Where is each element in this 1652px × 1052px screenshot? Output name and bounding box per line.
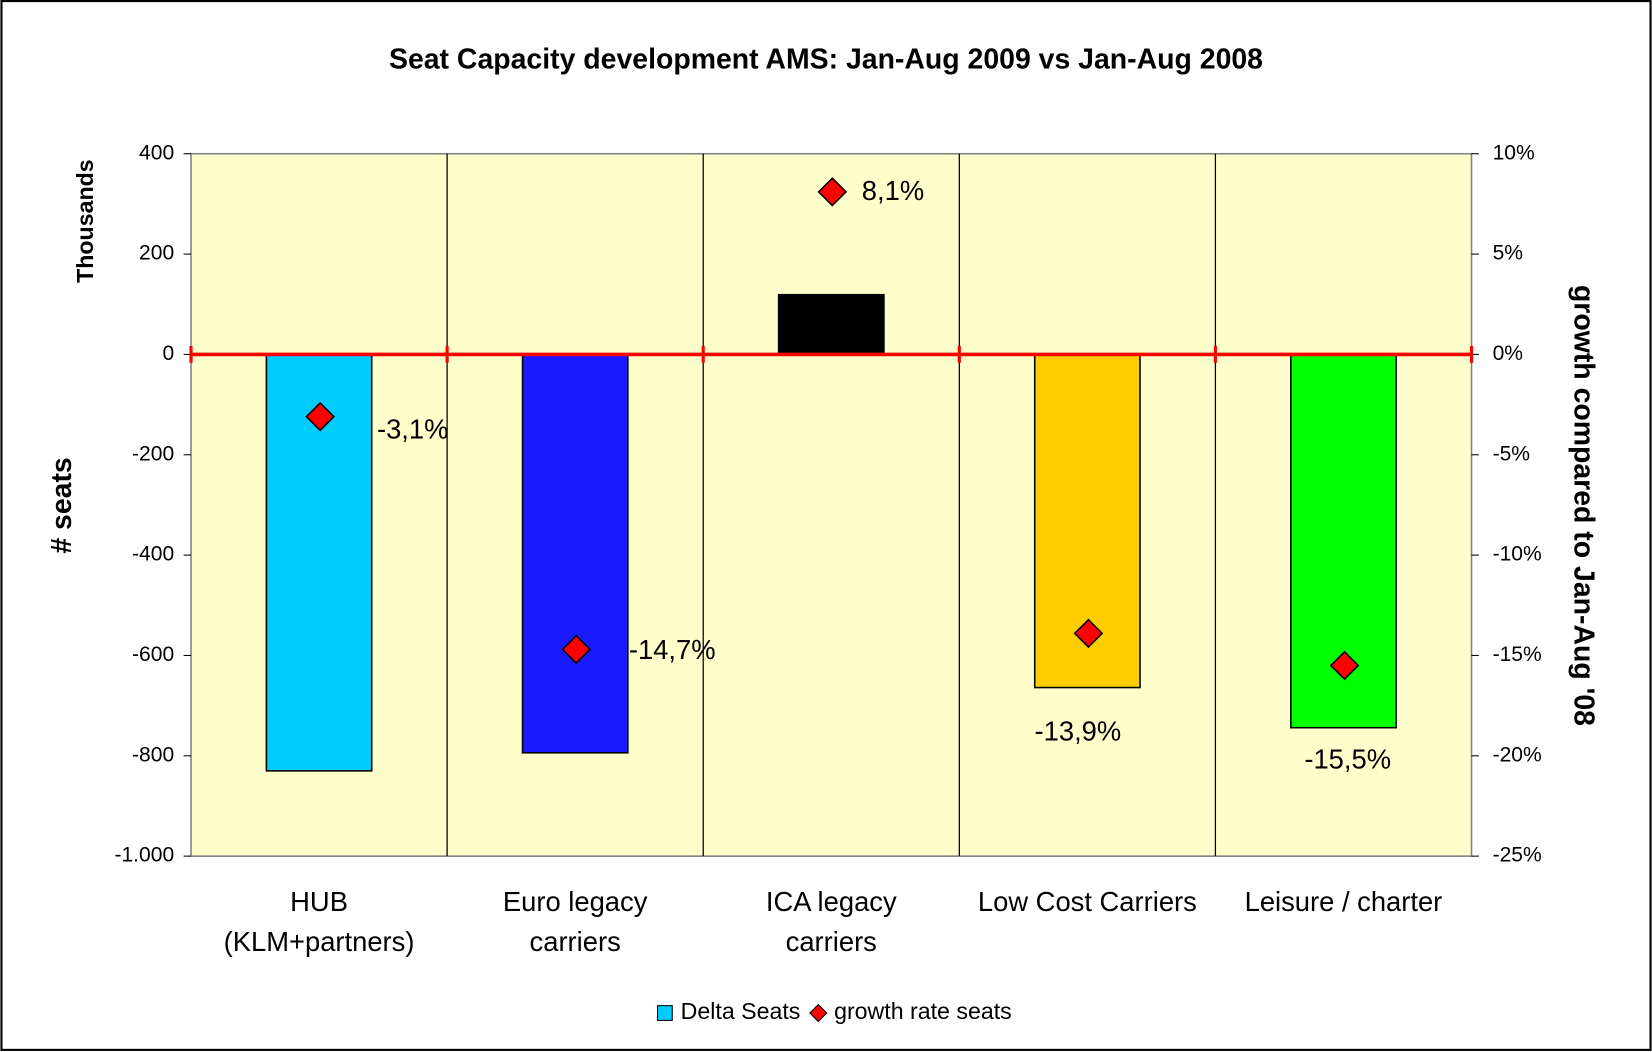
legend-label: growth rate seats [834, 998, 1012, 1024]
diamond-marker [1329, 650, 1360, 681]
x-tick-label: Low Cost Carriers [978, 886, 1197, 917]
x-tick-label: Leisure / charter [1245, 886, 1443, 917]
y2-tick-label: -25% [1493, 844, 1542, 867]
y2-tick-label: -15% [1493, 643, 1542, 666]
y2-tick-label: -20% [1493, 743, 1542, 766]
y-unit-label: Thousands [72, 159, 98, 283]
y-tick-label: -400 [132, 543, 174, 566]
diamond-marker [305, 401, 335, 432]
bar [521, 353, 629, 754]
legend-swatch [656, 1005, 673, 1021]
diamond-marker [561, 634, 592, 665]
y2-tick-label: -10% [1493, 543, 1542, 566]
data-label: -13,9% [1035, 716, 1122, 747]
x-tick-label: Euro legacy [503, 886, 648, 917]
y-tick-label: 400 [139, 141, 174, 164]
chart-title: Seat Capacity development AMS: Jan-Aug 2… [389, 44, 1263, 76]
x-tick-label: HUB [290, 886, 348, 917]
data-label: -15,5% [1304, 744, 1391, 775]
y-tick-label: 200 [139, 242, 174, 265]
y-tick-label: -800 [132, 743, 174, 766]
x-tick-label: carriers [530, 926, 621, 957]
y-tick-label: -1.000 [114, 844, 174, 867]
y-axis-label: # seats [46, 457, 78, 553]
data-label: -14,7% [629, 634, 716, 665]
x-tick-label: (KLM+partners) [224, 926, 415, 957]
legend-swatch [809, 1003, 828, 1023]
data-label: -3,1% [377, 414, 448, 445]
diamond-marker [817, 177, 848, 207]
data-label: 8,1% [862, 175, 924, 206]
y2-tick-label: 10% [1493, 141, 1535, 164]
x-tick-label: ICA legacy [766, 886, 897, 917]
x-tick-label: carriers [786, 926, 877, 957]
y-tick-label: 0 [162, 342, 174, 365]
y2-tick-label: -5% [1493, 442, 1530, 465]
y-tick-label: -200 [132, 442, 174, 465]
y2-tick-label: 0% [1493, 342, 1523, 365]
y2-axis-label: growth compared to Jan-Aug '08 [1568, 285, 1600, 726]
y2-tick-label: 5% [1493, 242, 1523, 265]
legend-label: Delta Seats [681, 998, 801, 1024]
y-tick-label: -600 [132, 643, 174, 666]
bar [777, 293, 885, 356]
plot-area [190, 152, 1473, 857]
diamond-marker [1073, 618, 1104, 649]
